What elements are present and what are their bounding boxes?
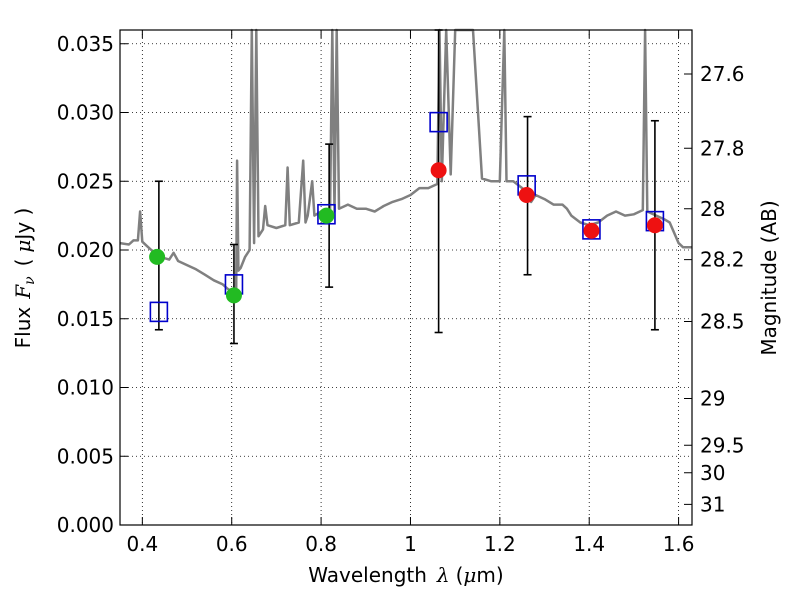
detection-point	[149, 248, 166, 265]
x-axis-title-unit-open: (	[456, 563, 464, 587]
y2-tick-label: 27.8	[700, 136, 745, 160]
model-boxes	[149, 111, 665, 323]
y-tick-label: 0.010	[57, 376, 114, 400]
y-axis-title-unit-rest: Jy )	[11, 208, 35, 242]
x-axis-title-unit-mu: μ	[463, 563, 476, 587]
y-tick-label: 0.000	[57, 513, 114, 537]
x-axis: 0.4 0.6 0.8 1 1.2 1.4 1.6	[126, 30, 695, 556]
y2-tick-label: 28	[700, 197, 725, 221]
x-tick-label: 0.6	[216, 532, 248, 556]
nondetection-point	[583, 222, 600, 239]
y-axis-title-unit-mu: μ	[11, 240, 35, 253]
model-box-marker	[429, 111, 448, 133]
y-tick-label: 0.015	[57, 307, 114, 331]
y2-tick-label: 27.6	[700, 62, 745, 86]
model-box-marker	[582, 219, 601, 240]
model-box-marker	[317, 203, 336, 225]
y-axis-title-prefix: Flux	[11, 307, 35, 349]
x-axis-title-unit-rest: m)	[476, 563, 503, 587]
x-tick-label: 1	[404, 532, 417, 556]
template-spectrum-line	[119, 28, 692, 296]
y-tick-label: 0.025	[57, 169, 114, 193]
y-tick-label: 0.030	[57, 101, 114, 125]
y2-tick-label: 29	[700, 387, 725, 411]
y2-tick-label: 28.5	[700, 310, 745, 334]
y-tick-label: 0.035	[57, 32, 114, 56]
y-axis-title: Flux Fν ( μJy )	[11, 208, 38, 349]
y2-tick-label: 31	[700, 492, 725, 516]
y2-tick-label: 29.5	[700, 433, 745, 457]
y-axis: 0.000 0.005 0.010 0.015 0.020 0.025 0.030 0.035	[57, 32, 128, 537]
detection-point	[225, 287, 242, 304]
y-axis-title-symbol: F	[11, 284, 35, 300]
x-tick-label: 1.2	[484, 532, 516, 556]
detection-point	[318, 207, 335, 224]
y2-tick-label: 30	[700, 461, 725, 485]
y-tick-label: 0.005	[57, 444, 114, 468]
model-box-marker	[149, 301, 169, 323]
x-tick-label: 0.4	[126, 532, 158, 556]
x-tick-label: 0.8	[305, 532, 337, 556]
nondetection-point	[646, 217, 663, 234]
x-tick-label: 1.4	[573, 532, 605, 556]
grid-lines	[120, 30, 692, 526]
x-tick-label: 1.6	[663, 532, 695, 556]
photometry-points	[149, 162, 663, 304]
y2-tick-label: 28.2	[700, 248, 745, 272]
y-axis-title-unit-open: (	[11, 259, 35, 267]
nondetection-point	[518, 187, 535, 203]
y-tick-label: 0.020	[57, 238, 114, 262]
x-axis-title: Wavelength λ (μm)	[308, 563, 503, 587]
y2-axis-title: Magnitude (AB)	[757, 200, 781, 355]
y2-axis: 27.6 27.8 28 28.2 28.5 29 29.5 30 31	[684, 62, 745, 516]
template-spectrum	[119, 28, 692, 296]
x-axis-title-symbol: λ	[436, 563, 450, 587]
x-axis-title-prefix: Wavelength	[308, 563, 427, 587]
nondetection-point	[430, 162, 447, 179]
plot-frame	[119, 29, 693, 526]
y-axis-title-sub: ν	[22, 276, 38, 285]
